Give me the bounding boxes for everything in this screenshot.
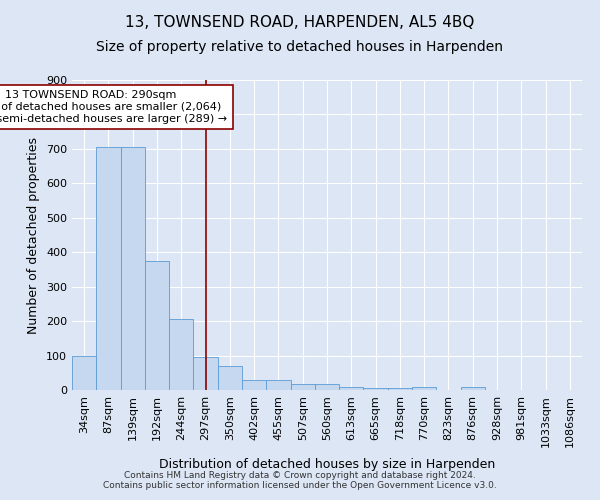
Text: 13, TOWNSEND ROAD, HARPENDEN, AL5 4BQ: 13, TOWNSEND ROAD, HARPENDEN, AL5 4BQ [125,15,475,30]
Bar [193,358,218,390]
Bar [218,366,242,390]
Text: Size of property relative to detached houses in Harpenden: Size of property relative to detached ho… [97,40,503,54]
Bar [266,380,290,390]
Bar [388,388,412,390]
Bar [412,386,436,390]
Bar [121,147,145,390]
Bar [315,384,339,390]
Bar [461,387,485,390]
Bar [339,386,364,390]
Text: 13 TOWNSEND ROAD: 290sqm
← 88% of detached houses are smaller (2,064)
12% of sem: 13 TOWNSEND ROAD: 290sqm ← 88% of detach… [0,90,227,124]
Text: Contains HM Land Registry data © Crown copyright and database right 2024.
Contai: Contains HM Land Registry data © Crown c… [103,470,497,490]
Y-axis label: Number of detached properties: Number of detached properties [28,136,40,334]
Bar [169,320,193,390]
X-axis label: Distribution of detached houses by size in Harpenden: Distribution of detached houses by size … [159,458,495,471]
Bar [96,147,121,390]
Bar [242,380,266,390]
Bar [364,388,388,390]
Bar [290,384,315,390]
Bar [145,261,169,390]
Bar [72,356,96,390]
